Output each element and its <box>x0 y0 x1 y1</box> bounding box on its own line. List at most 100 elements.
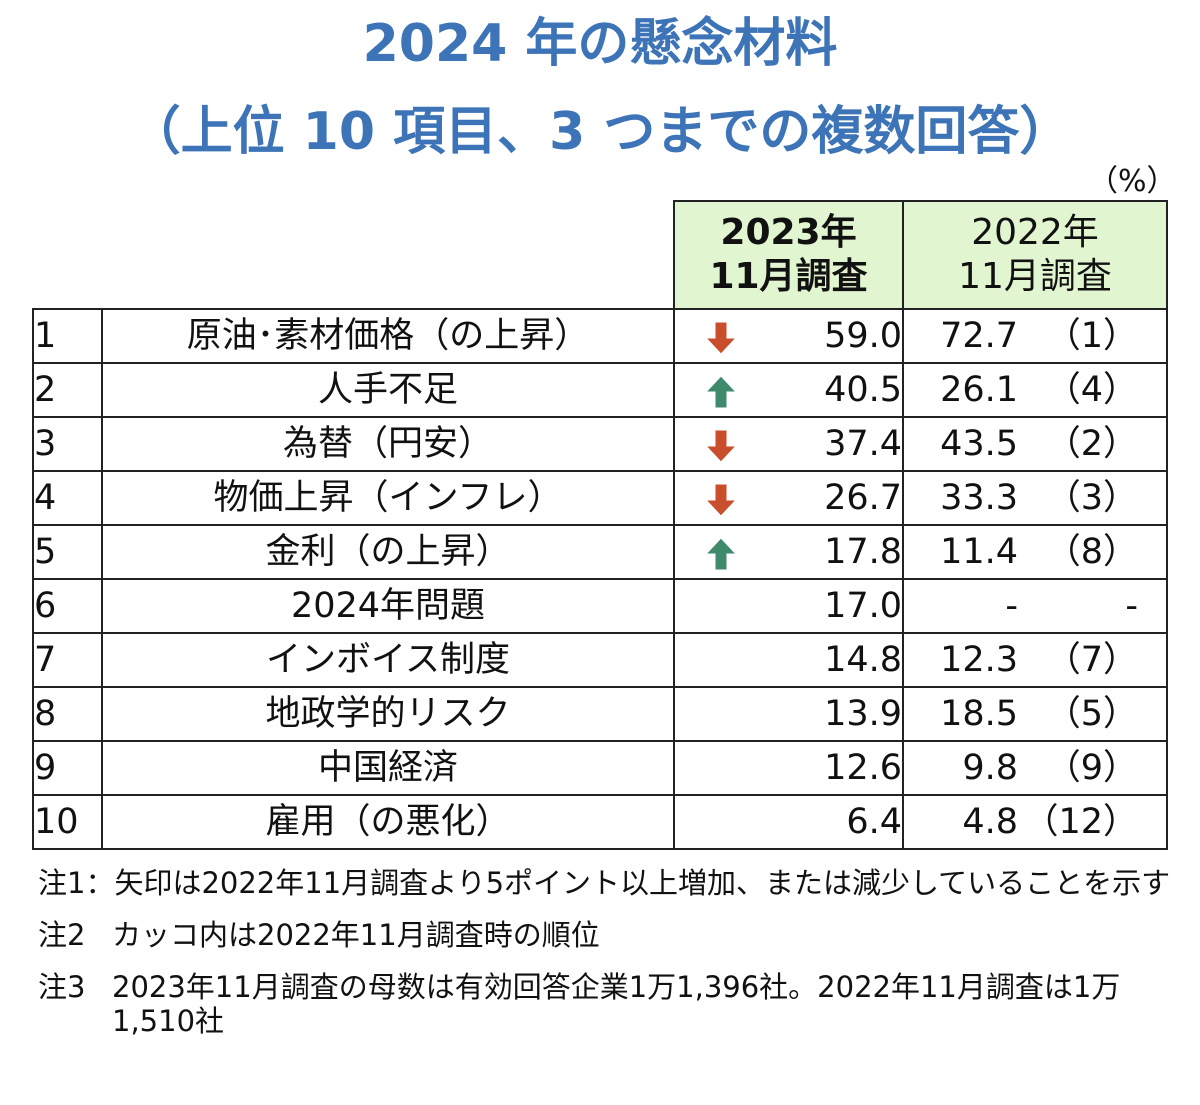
table-row: 6 2024年問題 17.0- - <box>32 578 1168 634</box>
value-2023: 17.0 <box>824 586 902 626</box>
value-2022: 26.1 <box>940 370 1018 410</box>
arrow-up-icon <box>705 537 737 571</box>
value-2022: 12.3 <box>940 640 1018 680</box>
note-item: 注2 カッコ内は2022年11月調査時の順位 <box>38 918 1178 952</box>
value-2023: 26.7 <box>824 478 902 518</box>
value-2023-cell: 59.0 <box>673 308 904 364</box>
value-2022-cell: 11.4 （8） <box>902 524 1168 580</box>
table-row: 1 原油･素材価格（の上昇） 59.0 72.7 （1） <box>32 308 1168 364</box>
arrow-up-icon <box>705 375 737 409</box>
value-2023: 59.0 <box>824 316 902 356</box>
rank-2022: （2） <box>1045 424 1138 464</box>
value-2022: - <box>1005 586 1018 626</box>
rank-2022: （1） <box>1045 316 1138 356</box>
value-2022-cell: 12.3 （7） <box>902 632 1168 688</box>
item-cell: 物価上昇（インフレ） <box>101 470 675 526</box>
rank-cell: 3 <box>32 416 103 472</box>
table-row: 4 物価上昇（インフレ） 26.7 33.3 （3） <box>32 470 1168 526</box>
value-2023-cell: 17.0 <box>673 578 904 634</box>
value-2022-cell: 33.3 （3） <box>902 470 1168 526</box>
header-2023-year: 2023年 <box>720 212 857 253</box>
item-cell: 2024年問題 <box>101 578 675 634</box>
table-row: 8 地政学的リスク 13.9 18.5 （5） <box>32 686 1168 742</box>
concerns-table: 2023年 11月調査 2022年 11月調査 1 原油･素材価格（の上昇） 59.… <box>32 200 1168 850</box>
item-cell: 原油･素材価格（の上昇） <box>101 308 675 364</box>
value-2022-cell: 72.7 （1） <box>902 308 1168 364</box>
rank-2022: （4） <box>1045 370 1138 410</box>
value-2022: 18.5 <box>940 694 1018 734</box>
value-2022: 4.8 <box>962 802 1018 842</box>
rank-2022: - <box>1125 586 1138 626</box>
value-2023-cell: 37.4 <box>673 416 904 472</box>
value-2023: 12.6 <box>824 748 902 788</box>
table-row: 7 インボイス制度 14.8 12.3 （7） <box>32 632 1168 688</box>
value-2022-cell: -- <box>902 578 1168 634</box>
value-2023: 14.8 <box>824 640 902 680</box>
value-2022: 11.4 <box>940 532 1018 572</box>
table-row: 3 為替（円安） 37.4 43.5 （2） <box>32 416 1168 472</box>
value-2022-cell: 9.8 （9） <box>902 740 1168 796</box>
rank-cell: 2 <box>32 362 103 418</box>
value-2023-cell: 13.9 <box>673 686 904 742</box>
value-2023: 17.8 <box>824 532 902 572</box>
value-2022-cell: 43.5 （2） <box>902 416 1168 472</box>
item-cell: インボイス制度 <box>101 632 675 688</box>
header-2022-survey: 2022年 11月調査 <box>902 200 1168 310</box>
table-row: 2 人手不足 40.5 26.1 （4） <box>32 362 1168 418</box>
item-cell: 地政学的リスク <box>101 686 675 742</box>
rank-cell: 8 <box>32 686 103 742</box>
table-body: 1 原油･素材価格（の上昇） 59.0 72.7 （1） 2 人手不足 40.5 26.1 （4）… <box>32 308 1168 850</box>
value-2023-cell: 12.6 <box>673 740 904 796</box>
note-text: カッコ内は2022年11月調査時の順位 <box>112 918 600 952</box>
header-2022-month: 11月調査 <box>958 256 1112 297</box>
rank-cell: 10 <box>32 794 103 850</box>
value-2022: 33.3 <box>940 478 1018 518</box>
value-2022-cell: 4.8 （12） <box>902 794 1168 850</box>
arrow-down-icon <box>705 321 737 355</box>
notes: 注1： 矢印は2022年11月調査より5ポイント以上増加、または減少していることを… <box>38 866 1178 1056</box>
rank-cell: 4 <box>32 470 103 526</box>
rank-2022: （7） <box>1045 640 1138 680</box>
chart-title: 2024 年の懸念材料 <box>362 14 838 74</box>
note-item: 注1： 矢印は2022年11月調査より5ポイント以上増加、または減少していることを… <box>38 866 1178 900</box>
value-2023-cell: 40.5 <box>673 362 904 418</box>
note-label: 注2 <box>38 918 86 952</box>
rank-cell: 6 <box>32 578 103 634</box>
value-2023-cell: 17.8 <box>673 524 904 580</box>
item-cell: 人手不足 <box>101 362 675 418</box>
header-2022-year: 2022年 <box>971 212 1099 253</box>
table-row: 10 雇用（の悪化） 6.4 4.8 （12） <box>32 794 1168 850</box>
arrow-down-icon <box>705 483 737 517</box>
value-2023-cell: 14.8 <box>673 632 904 688</box>
value-2022: 72.7 <box>940 316 1018 356</box>
item-cell: 雇用（の悪化） <box>101 794 675 850</box>
value-2023-cell: 26.7 <box>673 470 904 526</box>
rank-2022: （3） <box>1045 478 1138 518</box>
chart-subtitle: （上位 10 項目、3 つまでの複数回答） <box>128 102 1072 162</box>
value-2023: 6.4 <box>846 802 902 842</box>
item-cell: 為替（円安） <box>101 416 675 472</box>
unit-label: （%） <box>1088 164 1177 199</box>
value-2023: 40.5 <box>824 370 902 410</box>
header-2023-month: 11月調査 <box>709 256 868 297</box>
note-text: 2023年11月調査の母数は有効回答企業1万1,396社。2022年11月調査は… <box>112 970 1121 1038</box>
header-row: 2023年 11月調査 2022年 11月調査 <box>33 200 1168 310</box>
note-label: 注1： <box>38 866 115 900</box>
rank-cell: 1 <box>32 308 103 364</box>
note-label: 注3 <box>38 970 86 1004</box>
rank-2022: （8） <box>1045 532 1138 572</box>
table-row: 9 中国経済 12.6 9.8 （9） <box>32 740 1168 796</box>
item-cell: 中国経済 <box>101 740 675 796</box>
rank-2022: （9） <box>1045 748 1138 788</box>
value-2022: 43.5 <box>940 424 1018 464</box>
header-2023-survey: 2023年 11月調査 <box>673 200 904 310</box>
value-2023: 37.4 <box>824 424 902 464</box>
arrow-down-icon <box>705 429 737 463</box>
value-2023: 13.9 <box>824 694 902 734</box>
rank-2022: （5） <box>1045 694 1138 734</box>
value-2022-cell: 18.5 （5） <box>902 686 1168 742</box>
value-2022-cell: 26.1 （4） <box>902 362 1168 418</box>
rank-cell: 9 <box>32 740 103 796</box>
value-2023-cell: 6.4 <box>673 794 904 850</box>
note-item: 注3 2023年11月調査の母数は有効回答企業1万1,396社。2022年11月調… <box>38 970 1178 1038</box>
